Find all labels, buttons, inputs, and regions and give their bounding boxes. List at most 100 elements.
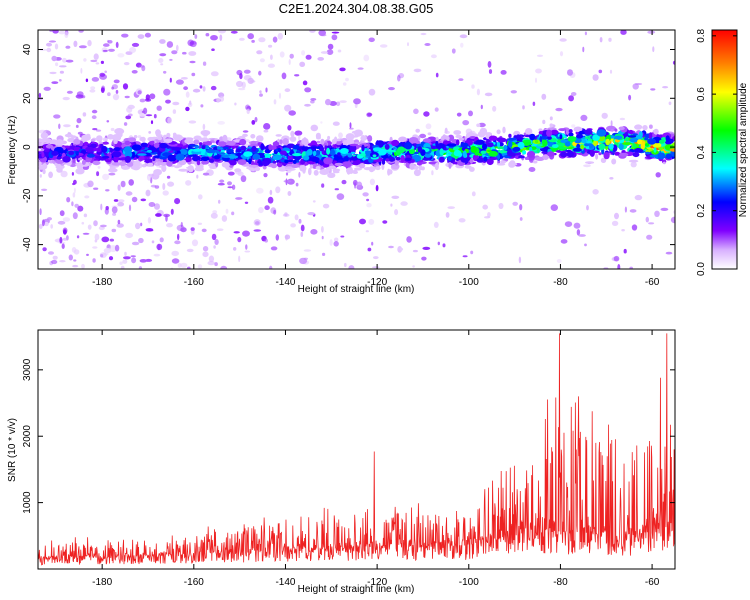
noise-blob <box>129 47 137 53</box>
noise-blob <box>78 30 84 33</box>
spectral-blob <box>572 147 583 152</box>
spectral-blob <box>547 151 555 157</box>
spectral-blob <box>488 150 498 157</box>
spectral-blob <box>56 167 63 173</box>
noise-blob <box>225 208 229 214</box>
noise-blob <box>584 31 588 36</box>
noise-blob <box>170 208 174 215</box>
noise-blob <box>283 180 292 183</box>
noise-blob <box>123 256 131 260</box>
noise-blob <box>253 219 261 226</box>
spectral-blob <box>537 143 543 147</box>
noise-blob <box>584 243 587 247</box>
x-tick-label: -100 <box>459 577 479 588</box>
noise-blob <box>85 78 89 83</box>
spectral-blob <box>524 156 530 160</box>
spectral-blob <box>243 151 253 157</box>
noise-blob <box>185 180 192 186</box>
noise-blob <box>259 93 263 97</box>
noise-blob <box>87 39 92 47</box>
noise-blob <box>329 239 333 246</box>
spectral-blob <box>517 141 525 149</box>
noise-blob <box>413 108 419 115</box>
spectral-blob <box>487 149 492 153</box>
noise-blob <box>131 70 138 74</box>
spectral-blob <box>397 146 406 154</box>
noise-blob <box>160 63 164 66</box>
spectral-blob <box>653 147 657 153</box>
spectral-blob <box>564 141 571 147</box>
spectral-blob <box>328 165 337 170</box>
noise-blob <box>151 240 155 244</box>
spectral-blob <box>598 143 606 151</box>
spectral-blob <box>342 140 348 147</box>
spectral-blob <box>662 161 666 165</box>
spectral-blob <box>163 138 173 143</box>
spectral-blob <box>627 135 637 138</box>
spectral-blob <box>598 152 602 156</box>
noise-blob <box>624 206 628 213</box>
spectral-blob <box>464 165 472 169</box>
noise-blob <box>214 239 219 245</box>
noise-blob <box>210 71 219 77</box>
spectral-blob <box>153 171 160 175</box>
noise-blob <box>310 124 319 132</box>
noise-blob <box>171 50 178 55</box>
spectral-blob <box>515 134 521 140</box>
spectral-blob <box>255 135 264 142</box>
noise-blob <box>58 123 61 130</box>
spectral-blob <box>38 138 44 143</box>
spectral-blob <box>665 135 670 143</box>
noise-blob <box>38 223 43 230</box>
spectral-blob <box>488 135 498 141</box>
noise-blob <box>535 68 542 74</box>
spectral-blob <box>560 151 568 158</box>
noise-blob <box>277 32 283 40</box>
spectral-blob <box>573 126 583 133</box>
noise-blob <box>122 259 128 264</box>
noise-blob <box>645 216 649 223</box>
noise-blob <box>349 122 352 129</box>
noise-blob <box>476 88 480 96</box>
spectral-blob <box>549 123 554 128</box>
noise-blob <box>433 221 439 228</box>
spectral-blob <box>391 139 400 147</box>
spectral-blob <box>657 152 666 160</box>
spectral-blob <box>628 129 634 135</box>
noise-blob <box>357 67 364 70</box>
noise-blob <box>216 97 221 103</box>
spectral-blob <box>353 141 363 145</box>
noise-blob <box>394 209 399 216</box>
noise-blob <box>235 197 243 200</box>
noise-blob <box>301 50 306 56</box>
noise-blob <box>318 30 326 36</box>
noise-blob <box>61 243 65 249</box>
noise-blob <box>423 111 430 117</box>
spectral-blob <box>567 136 577 142</box>
noise-blob <box>332 121 340 126</box>
noise-blob <box>73 187 76 194</box>
spectral-blob <box>634 124 643 130</box>
x-tick-label: -60 <box>645 577 660 588</box>
noise-blob <box>299 61 306 67</box>
noise-blob <box>84 195 90 199</box>
spectral-blob <box>368 166 375 173</box>
noise-blob <box>273 209 277 215</box>
spectral-blob <box>292 153 302 157</box>
spectral-blob <box>41 151 45 158</box>
spectral-blob <box>235 152 244 160</box>
y-tick-label: 40 <box>22 44 33 56</box>
spectral-blob <box>81 134 91 141</box>
noise-blob <box>76 235 80 239</box>
noise-blob <box>187 266 191 269</box>
spectral-blob <box>168 150 174 153</box>
spectral-blob <box>153 142 160 148</box>
noise-blob <box>145 228 154 232</box>
noise-blob <box>480 104 483 110</box>
noise-blob <box>458 218 466 223</box>
spectral-blob <box>608 143 614 150</box>
spectral-blob <box>566 151 574 158</box>
noise-blob <box>368 218 375 225</box>
noise-blob <box>205 33 210 37</box>
noise-blob <box>218 199 221 204</box>
